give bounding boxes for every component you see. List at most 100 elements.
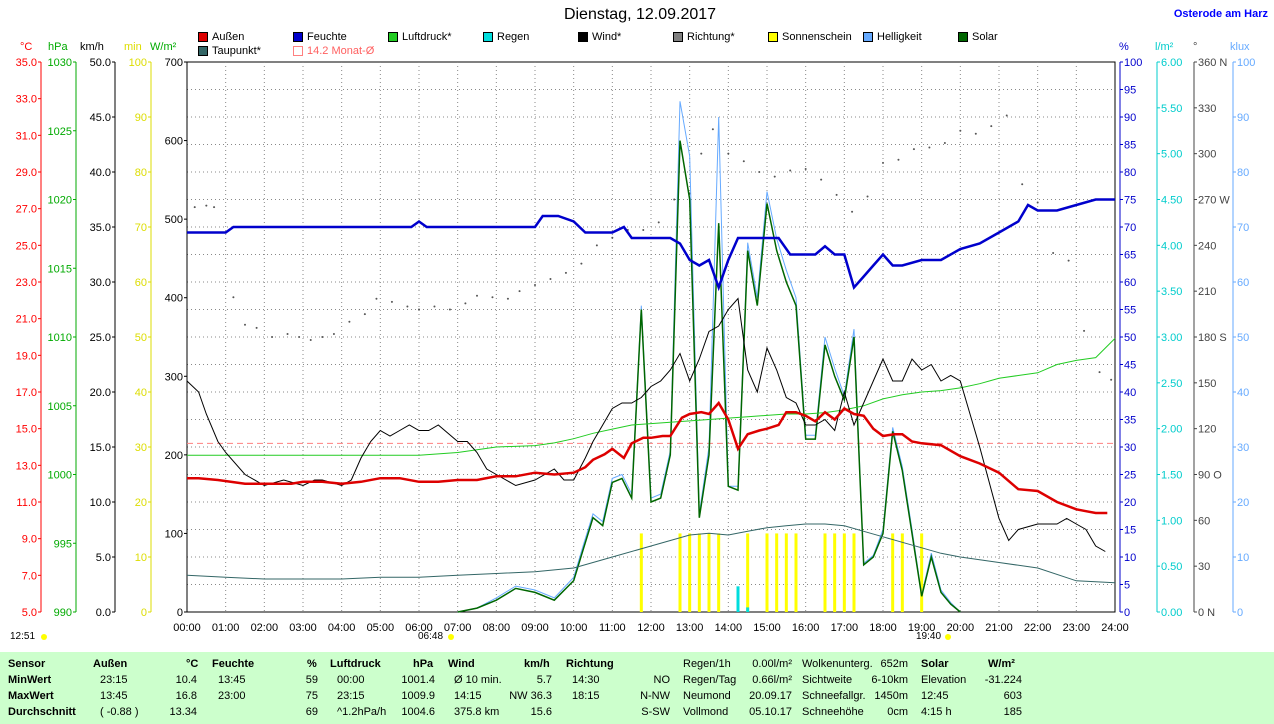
sunshine-bar: [765, 533, 769, 612]
wind-unit-label: km/h: [80, 41, 104, 53]
aussen-time: 23:15: [100, 674, 128, 686]
pressure-tick-label: 1010: [48, 332, 72, 344]
pressure-tick-label: 1000: [48, 470, 72, 482]
legend-item[interactable]: 14.2 Monat-Ø: [293, 45, 374, 57]
header-solar: Solar: [921, 658, 949, 670]
legend-swatch: [673, 32, 683, 42]
light-tick-label: 30: [1237, 442, 1249, 454]
direction-tick-label: 90 O: [1198, 470, 1222, 482]
time-tick-label: 00:00: [173, 622, 201, 634]
temp-tick-label: 29.0: [16, 167, 37, 179]
series-line-feuchte: [187, 198, 1115, 292]
time-tick-label: 14:00: [715, 622, 743, 634]
sunshine-bar: [688, 533, 692, 612]
legend-swatch: [293, 32, 303, 42]
extra-value-2: 1450m: [874, 690, 908, 702]
time-tick-label: 10:00: [560, 622, 588, 634]
legend-item[interactable]: Helligkeit: [863, 31, 922, 43]
legend-item[interactable]: Feuchte: [293, 31, 347, 43]
humidity-tick-label: 10: [1124, 552, 1136, 564]
druck-time: ^1.2hPa/h: [337, 706, 387, 718]
rain-tick-label: 5.00: [1161, 149, 1182, 161]
druck-value: 1009.9: [401, 690, 435, 702]
time-tick-label: 16:00: [792, 622, 820, 634]
wind-tick-label: 35.0: [90, 222, 111, 234]
humidity-tick-label: 5: [1124, 580, 1130, 592]
legend-item[interactable]: Solar: [958, 31, 998, 43]
direction-point: [271, 336, 274, 338]
time-tick-label: 20:00: [947, 622, 975, 634]
extra-value-2: 0cm: [887, 706, 908, 718]
time-tick-label: 24:00: [1101, 622, 1129, 634]
location-link[interactable]: Osterode am Harz: [1173, 8, 1268, 20]
temp-tick-label: 5.0: [22, 607, 37, 619]
wind-time: Ø 10 min.: [454, 674, 502, 686]
direction-point: [1067, 259, 1070, 262]
direction-point: [611, 236, 614, 239]
extra-label-1: Neumond: [683, 690, 731, 702]
legend-label: Sonnenschein: [782, 31, 852, 43]
rain-tick-label: 1.00: [1161, 515, 1182, 527]
direction-tick-label: 240: [1198, 240, 1216, 252]
legend-label: Richtung*: [687, 31, 735, 43]
wind-value: 5.7: [536, 674, 552, 686]
time-tick-label: 21:00: [985, 622, 1013, 634]
header-wind-unit: km/h: [524, 658, 550, 670]
direction-point: [711, 128, 714, 131]
pressure-tick-label: 990: [54, 607, 72, 619]
header-luftdruck-unit: hPa: [413, 658, 434, 670]
header-aussen-unit: °C: [186, 658, 199, 670]
legend-item[interactable]: Richtung*: [673, 31, 735, 43]
light-tick-label: 80: [1237, 167, 1249, 179]
humidity-tick-label: 60: [1124, 277, 1136, 289]
legend-item[interactable]: Sonnenschein: [768, 31, 852, 43]
sunshine-bar: [707, 533, 711, 612]
sunshine-bar: [784, 533, 788, 612]
header-feuchte-unit: %: [307, 658, 317, 670]
solar-tick-label: 100: [165, 528, 183, 540]
header-solar-unit: W/m²: [988, 658, 1015, 670]
legend-label: Regen: [497, 31, 530, 43]
pressure-unit-label: hPa: [48, 41, 68, 53]
feuchte-value: 59: [305, 674, 318, 686]
sun-tick-label: 80: [135, 167, 147, 179]
extra-label-3: Elevation: [921, 674, 967, 686]
wind-tick-label: 30.0: [90, 277, 111, 289]
rain-unit-label: l/m²: [1155, 41, 1174, 53]
sun-unit-label: min: [124, 41, 142, 53]
sunshine-bar: [900, 533, 904, 612]
header-richtung: Richtung: [566, 658, 614, 670]
legend-item[interactable]: Wind*: [578, 31, 621, 43]
legend-swatch: [958, 32, 968, 42]
legend-item[interactable]: Luftdruck*: [388, 31, 452, 43]
direction-point: [773, 175, 776, 178]
rain-tick-label: 4.00: [1161, 240, 1182, 252]
direction-tick-label: 360 N: [1198, 57, 1227, 69]
sunshine-bar: [833, 533, 837, 612]
humidity-tick-label: 55: [1124, 305, 1136, 317]
direction-point: [332, 332, 335, 335]
direction-point: [804, 167, 807, 170]
extra-label-2: Schneehöhe: [802, 706, 864, 718]
wind-tick-label: 20.0: [90, 387, 111, 399]
pressure-tick-label: 995: [54, 538, 72, 550]
direction-point: [700, 152, 703, 155]
direction-point: [866, 195, 869, 198]
light-tick-label: 100: [1237, 57, 1255, 69]
legend-item[interactable]: Regen: [483, 31, 529, 43]
legend-item[interactable]: Taupunkt*: [198, 45, 261, 57]
wind-tick-label: 45.0: [90, 112, 111, 124]
richtung-time: 14:30: [572, 674, 600, 686]
rain-tick-label: 3.50: [1161, 286, 1182, 298]
temp-tick-label: 31.0: [16, 130, 37, 142]
sunset-icon: [945, 634, 951, 640]
time-tick-label: 15:00: [753, 622, 781, 634]
sunshine-bar: [639, 533, 643, 612]
temp-tick-label: 19.0: [16, 350, 37, 362]
humidity-tick-label: 95: [1124, 85, 1136, 97]
direction-point: [1110, 378, 1113, 381]
richtung-value: N-NW: [640, 690, 670, 702]
legend-item[interactable]: Außen: [198, 31, 244, 43]
direction-point: [255, 326, 258, 329]
direction-tick-label: 30: [1198, 561, 1210, 573]
